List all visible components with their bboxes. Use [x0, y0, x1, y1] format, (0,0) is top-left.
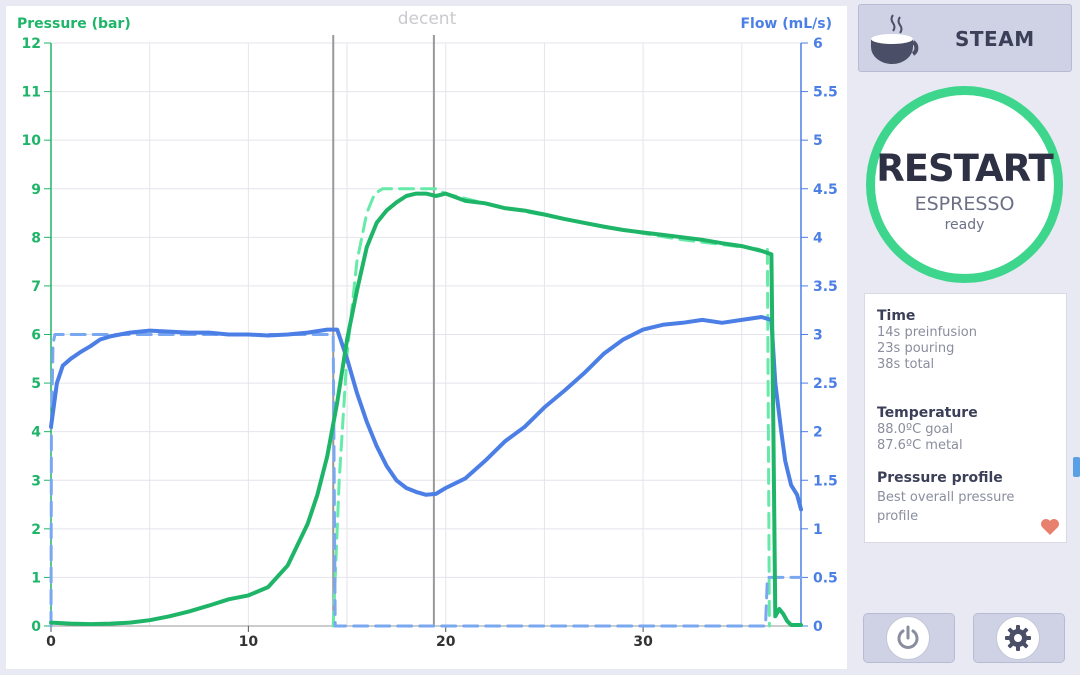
flow-tick-label: 0 [813, 619, 823, 635]
pressure-tick-label: 6 [31, 328, 41, 344]
preinfusion-time: 14s preinfusion [877, 325, 978, 340]
pressure-tick-label: 0 [31, 619, 41, 635]
pressure-tick-label: 10 [22, 133, 42, 149]
side-drawer-handle[interactable] [1073, 457, 1080, 477]
pressure-tick-label: 11 [22, 85, 41, 101]
total-time: 38s total [877, 357, 935, 372]
temperature-metal: 87.6ºC metal [877, 438, 963, 453]
favorite-heart-icon[interactable] [1040, 518, 1060, 536]
chart-series [49, 187, 803, 628]
flow-line [49, 315, 803, 512]
flow-tick-label: 1 [813, 522, 823, 538]
profile-heading: Pressure profile [877, 470, 1003, 486]
flow-tick-label: 5.5 [813, 85, 838, 101]
pressure-tick-label: 5 [31, 376, 41, 392]
flow-tick-label: 3 [813, 328, 823, 344]
power-icon [897, 625, 919, 649]
restart-espresso-button[interactable]: RESTART ESPRESSO ready [866, 86, 1063, 283]
restart-label: RESTART [876, 147, 1053, 190]
espresso-label: ESPRESSO [914, 193, 1015, 215]
flow-tick-label: 6 [813, 36, 823, 52]
temperature-goal: 88.0ºC goal [877, 422, 954, 437]
power-button[interactable] [863, 613, 955, 663]
flow-tick-label: 1.5 [813, 473, 838, 489]
x-tick-label: 20 [436, 634, 456, 650]
pressure-tick-label: 12 [22, 36, 41, 52]
flow-tick-label: 3.5 [813, 279, 838, 295]
flow-tick-label: 4.5 [813, 182, 838, 198]
flow-tick-label: 2.5 [813, 376, 838, 392]
flow-tick-label: 0.5 [813, 570, 838, 586]
steam-button[interactable]: STEAM [858, 4, 1072, 72]
gear-icon [1005, 625, 1031, 651]
decent-logo: decent [398, 9, 457, 29]
shot-chart-panel: 0 1 2 3 4 5 6 7 8 9 10 11 12 0 0.5 1 1.5 2 2.5 3 3.5 4 4.5 5 5.5… [6, 6, 847, 669]
steam-cup-icon [871, 14, 919, 64]
machine-status: ready [944, 217, 985, 233]
flow-tick-label: 5 [813, 133, 823, 149]
pressure-tick-label: 9 [31, 182, 41, 198]
pressure-line [49, 191, 803, 627]
chart-ticks: 012345678910111200.511.522.533.544.555.5… [22, 36, 838, 650]
x-tick-label: 10 [239, 634, 259, 650]
x-tick-label: 0 [46, 634, 56, 650]
pressure-goal-line [331, 187, 771, 628]
flow-tick-label: 2 [813, 425, 823, 441]
steam-label: STEAM [955, 27, 1035, 51]
shot-info-card: Time 14s preinfusion 23s pouring 38s tot… [864, 293, 1067, 543]
settings-button-circle [996, 616, 1040, 660]
chart-grid [44, 35, 808, 632]
x-tick-label: 30 [633, 634, 653, 650]
pressure-tick-label: 8 [31, 230, 41, 246]
pressure-tick-label: 2 [31, 522, 41, 538]
shot-chart: 012345678910111200.511.522.533.544.555.5… [17, 9, 838, 650]
pressure-tick-label: 7 [31, 279, 41, 295]
pressure-tick-label: 3 [31, 473, 41, 489]
pressure-tick-label: 4 [31, 425, 41, 441]
temperature-heading: Temperature [877, 405, 978, 421]
settings-button[interactable] [973, 613, 1065, 663]
pressure-axis-title: Pressure (bar) [17, 16, 131, 32]
profile-name-line2: profile [877, 509, 919, 524]
pouring-time: 23s pouring [877, 341, 955, 356]
power-button-circle [886, 616, 930, 660]
profile-name-line1: Best overall pressure [877, 490, 1015, 505]
flow-goal-line [49, 333, 803, 628]
flow-axis-title: Flow (mL/s) [740, 16, 832, 32]
flow-tick-label: 4 [813, 230, 823, 246]
time-heading: Time [877, 308, 916, 324]
pressure-tick-label: 1 [31, 570, 41, 586]
